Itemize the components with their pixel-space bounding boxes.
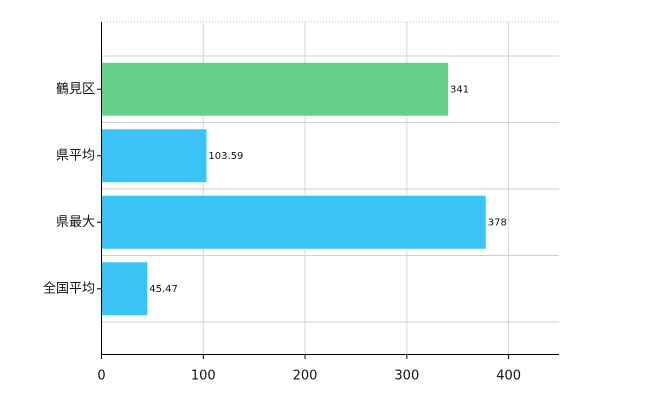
x-tick-label: 300: [394, 369, 419, 384]
value-label: 341: [450, 84, 469, 95]
labels-layer: 鶴見区 341 県平均 103.59 県最大 378 全国平均 45.47 0 100 200 300…: [43, 81, 521, 384]
value-label: 378: [488, 217, 507, 228]
x-tick-label: 200: [293, 369, 318, 384]
axes-layer: [101, 22, 559, 355]
bar-2: [102, 195, 486, 249]
category-label: 全国平均: [43, 280, 95, 296]
x-tick-label: 0: [97, 369, 105, 384]
value-label: 45.47: [149, 284, 178, 295]
x-tick-label: 100: [191, 369, 216, 384]
category-label: 鶴見区: [56, 81, 95, 97]
x-tick-label: 400: [496, 369, 521, 384]
category-label: 県最大: [56, 215, 95, 230]
bar-3: [102, 262, 148, 316]
bars-layer: [102, 62, 486, 316]
bar-1: [102, 129, 207, 183]
category-label: 県平均: [56, 148, 95, 163]
value-label: 103.59: [208, 151, 243, 162]
bar-0: [102, 62, 449, 116]
